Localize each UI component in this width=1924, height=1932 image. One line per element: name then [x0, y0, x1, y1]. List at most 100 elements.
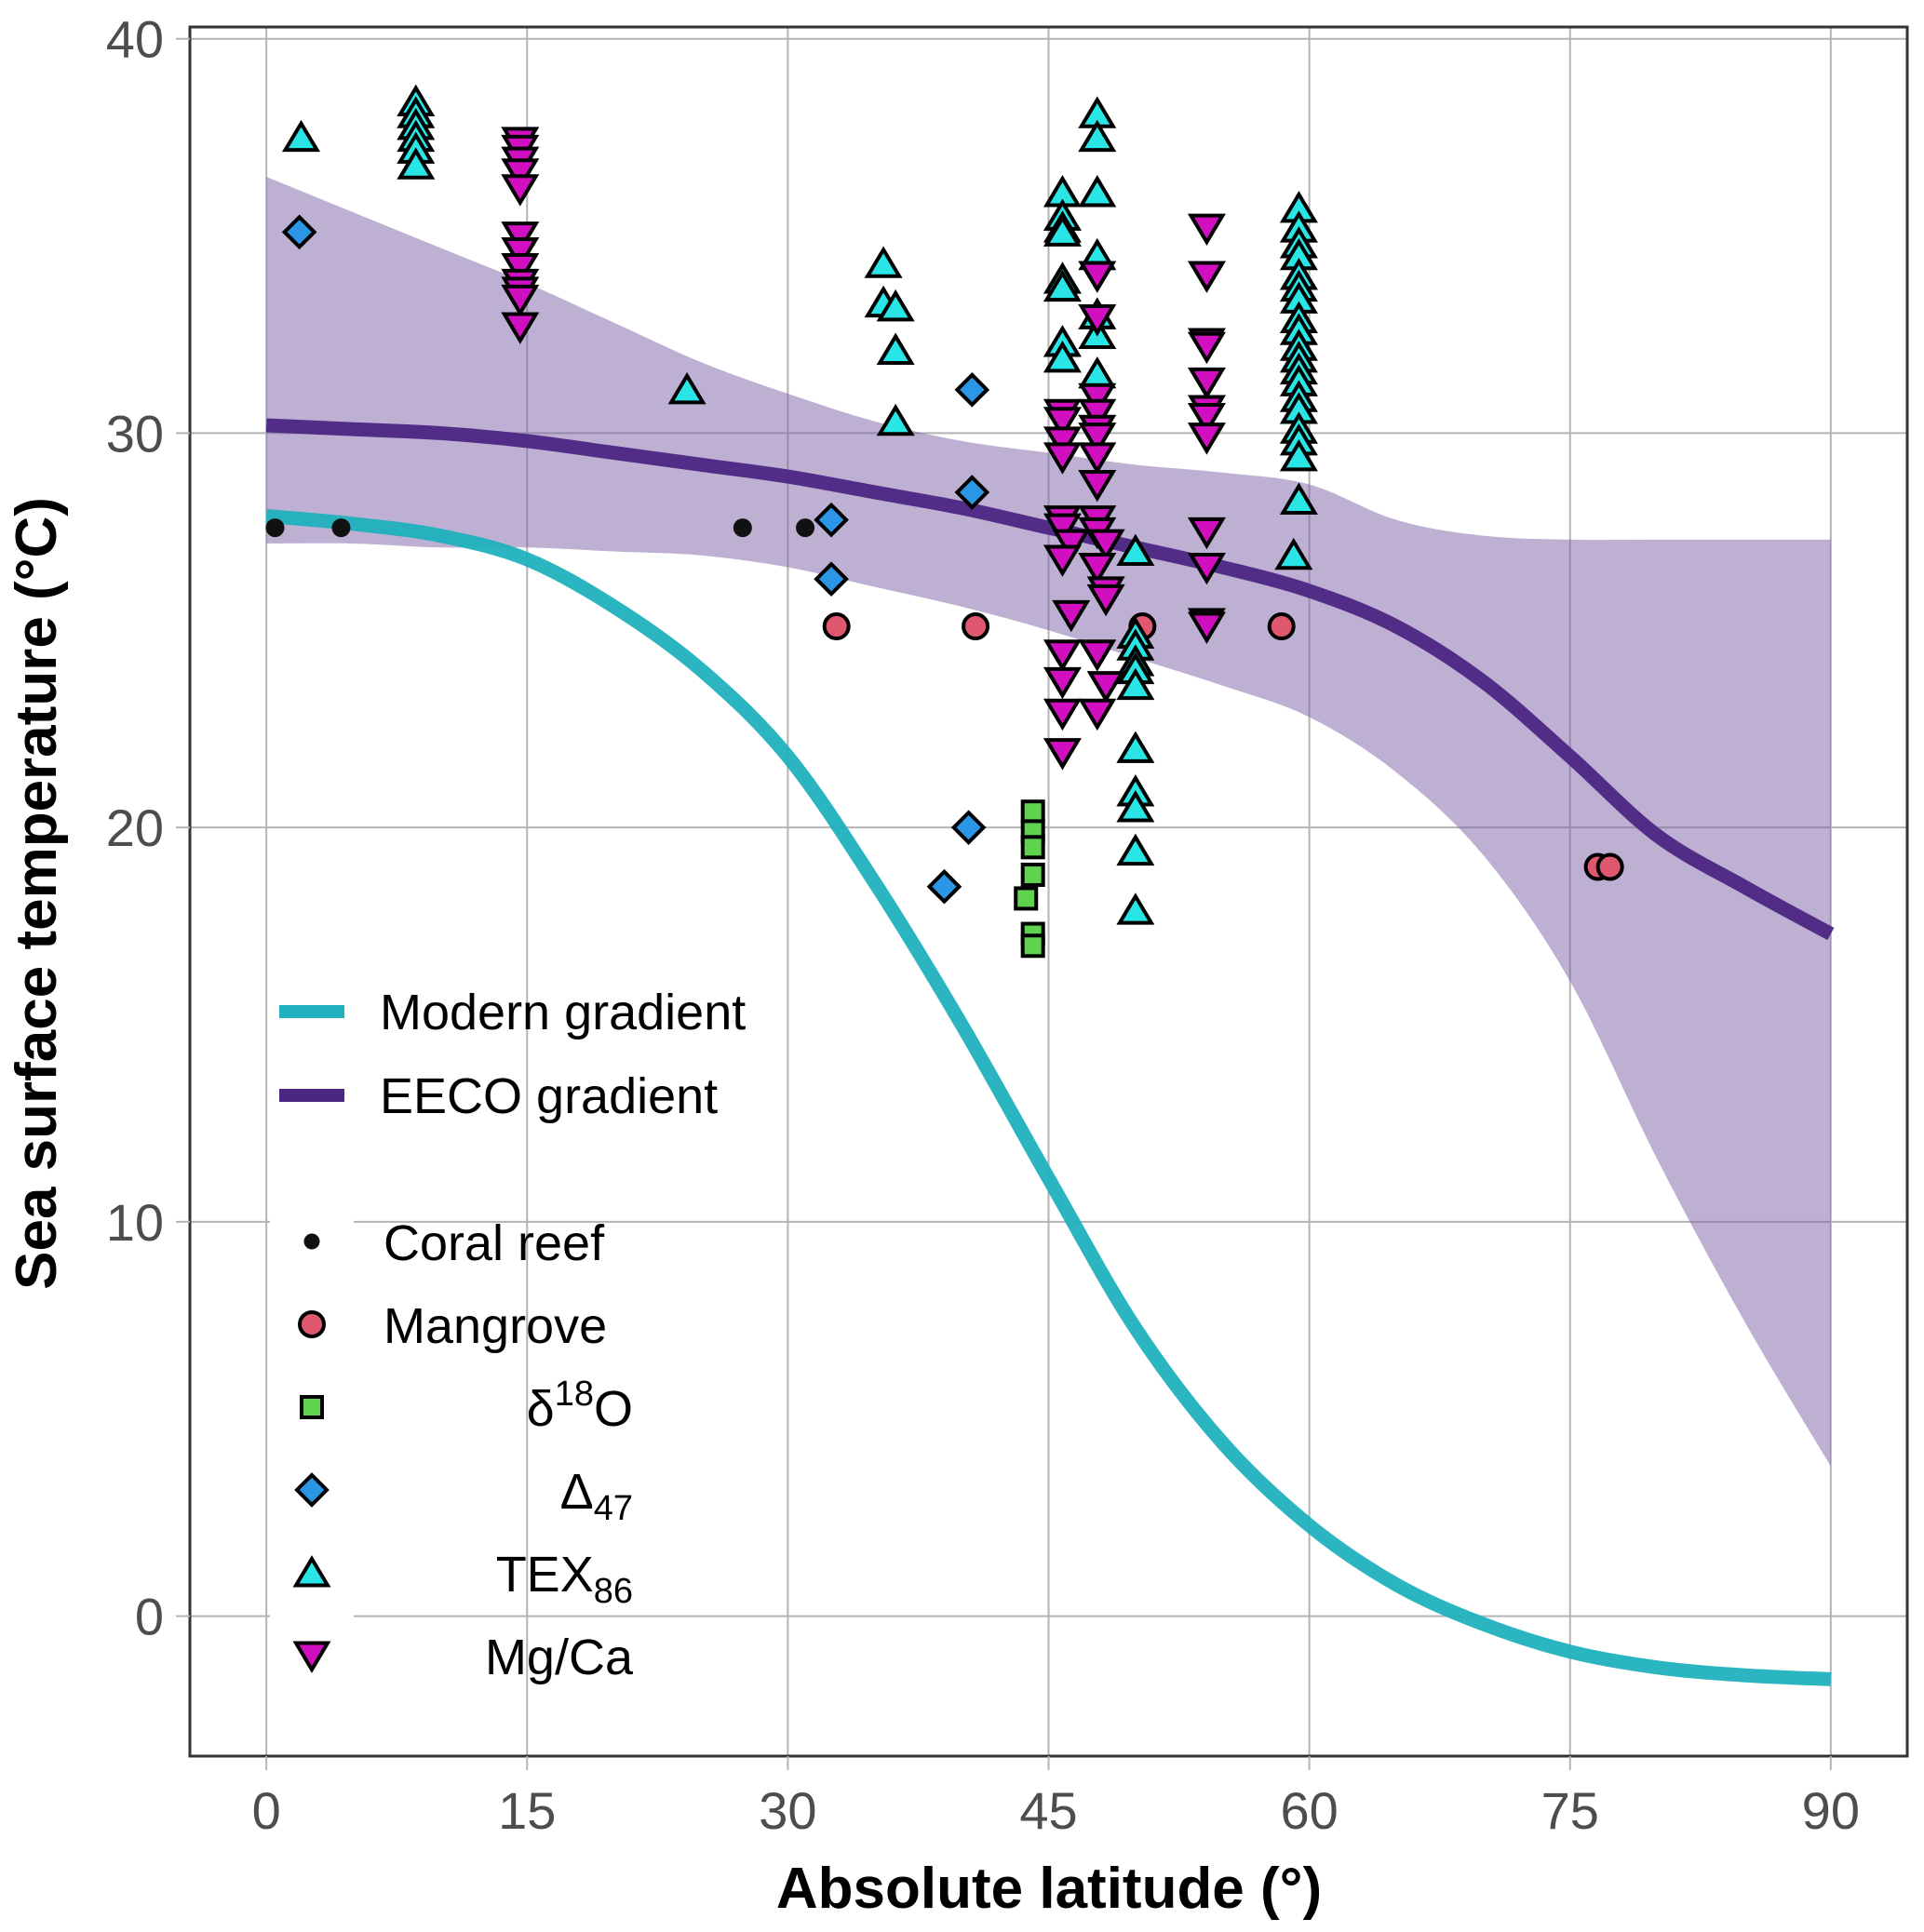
tex86-point	[1274, 537, 1313, 570]
mangrove-point	[1267, 612, 1296, 641]
tex86-point	[1279, 482, 1318, 515]
legend-eeco-label: EECO gradient	[380, 1068, 718, 1124]
x-axis-title: Absolute latitude (°)	[776, 1857, 1322, 1921]
mgca-point	[501, 221, 540, 254]
mgca-point	[1078, 398, 1117, 432]
legend-d47-label: Δ47	[560, 1464, 633, 1528]
modern-gradient-line	[265, 508, 1832, 1686]
coral-reef-point	[265, 518, 285, 538]
mgca-point	[1043, 698, 1082, 731]
d18o-point	[1020, 799, 1045, 825]
tex86-point	[1116, 731, 1155, 763]
d18o-point	[1020, 862, 1045, 887]
x-tick-label: 30	[759, 1781, 816, 1840]
mgca-point	[1078, 304, 1117, 337]
d18o-point	[1014, 886, 1039, 911]
legend-d18o-marker	[300, 1395, 324, 1419]
tex86-point	[876, 403, 915, 436]
d18o-point	[1020, 835, 1045, 860]
mgca-point	[1187, 331, 1226, 365]
eeco-uncertainty-band	[266, 177, 1831, 1467]
mgca-point	[1043, 666, 1082, 700]
tex86-point	[667, 371, 706, 405]
mangrove-point	[822, 612, 851, 641]
legend-d18o-label: δ18O	[527, 1375, 633, 1437]
mgca-point	[1078, 470, 1117, 503]
x-tick-label: 0	[252, 1781, 281, 1840]
mgca-point	[1187, 261, 1226, 293]
band-layer	[266, 177, 1831, 1467]
legend-mangrove-marker	[298, 1310, 326, 1338]
mgca-point	[1086, 671, 1125, 704]
legend-modern-label: Modern gradient	[380, 985, 746, 1040]
mgca-point	[501, 158, 540, 191]
tex86-point	[281, 119, 321, 153]
mgca-point	[1078, 639, 1117, 672]
mgca-point	[1187, 213, 1226, 246]
d47-point	[814, 502, 849, 538]
mgca-point	[1043, 442, 1082, 475]
mgca-point	[1078, 261, 1117, 293]
legend-mangrove-label: Mangrove	[383, 1298, 607, 1354]
mgca-point	[501, 237, 540, 270]
mgca-point	[1086, 584, 1125, 617]
mgca-point	[1187, 611, 1226, 644]
d47-point	[950, 810, 987, 845]
tex86-point	[876, 288, 915, 322]
y-tick-label: 30	[106, 404, 164, 463]
mgca-point	[1043, 407, 1082, 439]
mgca-point	[1187, 517, 1226, 550]
mgca-point	[1078, 442, 1117, 475]
d47-point	[954, 475, 990, 510]
mgca-point	[1086, 529, 1125, 561]
legend: Modern gradient EECO gradient Coral reef Ma…	[279, 985, 746, 1685]
tex86-point	[876, 332, 915, 365]
mgca-point	[1052, 529, 1091, 561]
y-axis-ticks: 0 10 20 30 40	[106, 10, 190, 1646]
mgca-point	[1043, 738, 1082, 771]
y-tick-label: 20	[106, 798, 164, 857]
mgca-point	[1052, 599, 1091, 633]
d18o-point	[1020, 933, 1045, 959]
d47-point	[281, 214, 317, 250]
tex86-point	[1043, 341, 1082, 373]
coral-reef-point	[733, 518, 752, 538]
tex86-point	[1116, 790, 1155, 823]
d47-point	[814, 561, 849, 597]
mgca-point	[1078, 698, 1117, 731]
legend-coral-reef-marker	[303, 1233, 320, 1250]
mgca-point	[1043, 426, 1082, 459]
y-axis-title: Sea surface temperature (°C)	[5, 497, 69, 1290]
y-tick-label: 10	[106, 1193, 164, 1252]
legend-background	[270, 1187, 354, 1708]
x-axis-ticks: 0 15 30 45 60 75 90	[252, 1756, 1860, 1840]
y-tick-label: 0	[135, 1588, 164, 1646]
legend-coral-reef-label: Coral reef	[383, 1215, 605, 1271]
legend-mgca-marker	[292, 1641, 331, 1673]
tex86-point	[1078, 119, 1117, 153]
mangrove-point	[1595, 852, 1624, 881]
x-tick-label: 75	[1541, 1781, 1599, 1840]
mgca-point	[1043, 513, 1082, 546]
x-tick-label: 45	[1019, 1781, 1077, 1840]
tex86-point	[864, 246, 903, 278]
tex86-point	[1116, 892, 1155, 925]
x-tick-label: 15	[498, 1781, 556, 1840]
legend-tex86-label: TEX86	[496, 1547, 633, 1611]
mgca-point	[1043, 639, 1082, 672]
legend-mgca-label: Mg/Ca	[485, 1630, 634, 1685]
coral-reef-point	[331, 518, 351, 538]
x-tick-label: 90	[1802, 1781, 1860, 1840]
coral-reef-point	[796, 518, 815, 538]
legend-tex86-marker	[292, 1555, 331, 1588]
mgca-point	[1078, 382, 1117, 416]
mangrove-point	[962, 612, 990, 641]
x-tick-label: 60	[1280, 1781, 1338, 1840]
y-tick-label: 40	[106, 10, 164, 69]
mgca-point	[1187, 402, 1226, 436]
mgca-point	[501, 174, 540, 207]
mgca-point	[501, 312, 540, 344]
tex86-point	[1116, 833, 1155, 866]
tex86-point	[1078, 175, 1117, 208]
